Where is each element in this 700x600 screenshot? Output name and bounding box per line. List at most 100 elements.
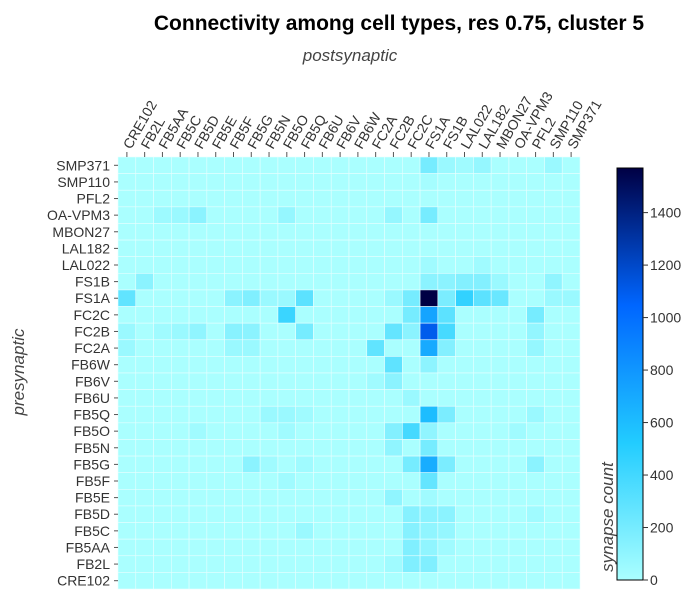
heatmap-cell — [330, 522, 350, 540]
heatmap-cell — [561, 472, 581, 490]
heatmap-cell — [259, 555, 279, 573]
heatmap-cell — [419, 306, 439, 324]
heatmap-cell — [171, 173, 190, 191]
y-tick-label: CRE102 — [57, 573, 110, 589]
heatmap-cell — [419, 256, 439, 274]
heatmap-cell — [348, 472, 368, 490]
heatmap-cell — [402, 372, 421, 390]
colorbar-tick-label: 1200 — [650, 257, 681, 273]
heatmap-cell — [437, 223, 456, 241]
heatmap-cell — [117, 189, 137, 208]
heatmap-cell — [277, 489, 296, 507]
y-tick-label: FB6W — [71, 357, 111, 373]
heatmap-cell — [366, 206, 385, 224]
heatmap-cell — [561, 223, 581, 241]
colorbar-tick-label: 200 — [650, 520, 674, 536]
heatmap-cell — [473, 372, 492, 390]
heatmap-cell — [490, 306, 510, 324]
heatmap-cell — [313, 572, 332, 590]
heatmap-cell — [242, 356, 261, 374]
heatmap-cell — [402, 472, 421, 490]
heatmap-cell — [242, 206, 261, 224]
heatmap-cell — [561, 422, 581, 440]
heatmap-cell — [419, 489, 439, 507]
heatmap-cell — [188, 538, 208, 557]
heatmap-cell — [384, 505, 403, 523]
heatmap-cell — [473, 356, 492, 374]
heatmap-cell — [259, 522, 279, 540]
heatmap-cell — [455, 273, 474, 291]
heatmap-cell — [402, 239, 421, 257]
heatmap-cell — [455, 206, 474, 224]
heatmap-cell — [561, 405, 581, 424]
heatmap-cell — [206, 505, 225, 523]
heatmap-cell — [224, 356, 243, 374]
heatmap-cell — [135, 322, 154, 341]
heatmap-cell — [259, 189, 279, 208]
y-tick-label: FC2A — [74, 340, 110, 356]
heatmap-cell — [508, 439, 527, 457]
heatmap-cell — [544, 489, 563, 507]
heatmap-cell — [561, 156, 581, 174]
heatmap-cell — [490, 273, 510, 291]
heatmap-cell — [366, 289, 385, 307]
heatmap-cell — [259, 223, 279, 241]
heatmap-cell — [455, 555, 474, 573]
heatmap-cell — [526, 372, 545, 390]
heatmap-cell — [490, 455, 510, 473]
heatmap-cell — [188, 356, 208, 374]
heatmap-cell — [242, 472, 261, 490]
heatmap-cell — [384, 256, 403, 274]
heatmap-cell — [366, 322, 385, 341]
heatmap-cell — [402, 522, 421, 540]
heatmap-cell — [330, 505, 350, 523]
heatmap-cell — [455, 306, 474, 324]
heatmap-cell — [224, 189, 243, 208]
heatmap-cell — [366, 439, 385, 457]
heatmap-cell — [135, 538, 154, 557]
heatmap-cell — [526, 273, 545, 291]
heatmap-cell — [153, 422, 172, 440]
x-tick-labels: CRE102FB2LFB5AAFB5CFB5DFB5EFB5FFB5GFB5NF… — [120, 89, 605, 157]
heatmap-cell — [366, 273, 385, 291]
heatmap-cell — [561, 356, 581, 374]
heatmap-cell — [437, 372, 456, 390]
heatmap-cell — [313, 306, 332, 324]
heatmap-cell — [224, 455, 243, 473]
heatmap-cell — [313, 189, 332, 208]
heatmap-cell — [313, 455, 332, 473]
heatmap-cell — [206, 223, 225, 241]
heatmap-cell — [473, 239, 492, 257]
heatmap-cell — [135, 455, 154, 473]
heatmap-cell — [384, 339, 403, 357]
heatmap-cell — [295, 322, 314, 341]
heatmap-cell — [419, 572, 439, 590]
heatmap-cell — [206, 472, 225, 490]
y-tick-label: FB5AA — [66, 539, 111, 555]
heatmap-cell — [295, 173, 314, 191]
heatmap-cell — [117, 173, 137, 191]
heatmap-cell — [277, 405, 296, 424]
y-tick-label: FB5C — [74, 523, 110, 539]
heatmap-cell — [224, 572, 243, 590]
heatmap-cell — [171, 322, 190, 341]
heatmap-cell — [473, 273, 492, 291]
heatmap-cell — [526, 505, 545, 523]
heatmap-cell — [402, 455, 421, 473]
heatmap-cell — [295, 223, 314, 241]
heatmap-cell — [384, 156, 403, 174]
heatmap-cell — [348, 306, 368, 324]
heatmap-cell — [561, 189, 581, 208]
heatmap-cell — [117, 472, 137, 490]
heatmap-cell — [295, 572, 314, 590]
y-tick-label: PFL2 — [77, 191, 111, 207]
heatmap-cell — [561, 173, 581, 191]
heatmap-cell — [526, 239, 545, 257]
heatmap-cell — [277, 572, 296, 590]
heatmap-cell — [455, 189, 474, 208]
heatmap-cell — [224, 538, 243, 557]
y-tick-label: FB5E — [75, 490, 110, 506]
heatmap-cell — [330, 239, 350, 257]
colorbar-gradient — [616, 167, 644, 581]
heatmap-cell — [117, 289, 137, 307]
